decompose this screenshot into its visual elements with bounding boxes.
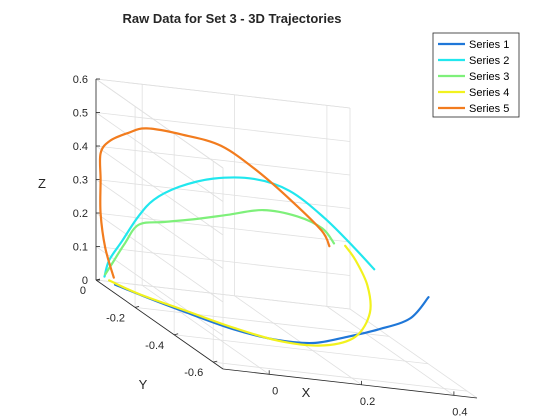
series-line-1 — [113, 283, 430, 345]
x-axis-label: X — [302, 385, 311, 400]
legend-entry-3[interactable]: Series 3 — [469, 71, 509, 83]
chart-title: Raw Data for Set 3 - 3D Trajectories — [123, 11, 342, 26]
grid-edge — [95, 78, 351, 109]
legend-entry-2[interactable]: Series 2 — [469, 55, 509, 67]
grid-line — [95, 145, 351, 176]
series-line-4 — [108, 244, 372, 347]
z-tick-label: 0.2 — [73, 208, 88, 220]
y-tick-label: -0.6 — [184, 367, 203, 379]
z-axis-label: Z — [38, 176, 46, 191]
legend-entry-5[interactable]: Series 5 — [469, 103, 509, 115]
legend-entry-1[interactable]: Series 1 — [469, 39, 509, 51]
tick-labels: 0 0.1 0.2 0.3 0.4 0.5 0.6 0 -0.2 -0.4 -0.6 0 0.2 0.4 — [73, 74, 468, 418]
z-tick-label: 0.6 — [73, 74, 88, 86]
legend[interactable]: Series 1 Series 2 Series 3 Series 4 Series 5 — [432, 32, 520, 118]
grid-line — [174, 334, 429, 365]
series-line-2 — [103, 176, 376, 278]
y-tick-label: -0.4 — [145, 340, 164, 352]
z-tick-label: 0.1 — [73, 242, 88, 254]
y-tick-mark — [174, 333, 179, 336]
y-axis-line — [95, 279, 224, 370]
x-tick-label: 0.4 — [452, 406, 467, 418]
y-tick-mark — [95, 278, 101, 281]
grid-line — [95, 112, 351, 142]
y-axis-label: Y — [139, 377, 148, 392]
grid-line — [95, 179, 224, 269]
grid-line — [141, 284, 270, 375]
grid-edge — [95, 78, 224, 169]
grid-line — [95, 145, 224, 236]
z-tick-label: 0.3 — [73, 175, 88, 187]
grid-line — [135, 306, 390, 337]
grid-line — [95, 246, 224, 336]
grid-edge — [349, 308, 478, 399]
series-line-5 — [98, 127, 331, 279]
x-axis-line — [222, 368, 478, 399]
grid-line — [213, 361, 468, 392]
legend-entry-4[interactable]: Series 4 — [469, 87, 509, 99]
x-tick-label: 0 — [272, 385, 278, 397]
grid-line — [234, 295, 362, 386]
y-tick-label: 0 — [80, 285, 86, 297]
y-tick-mark — [134, 305, 140, 308]
plot-area — [98, 127, 430, 347]
z-tick-label: 0.4 — [73, 141, 88, 153]
grid-line — [326, 306, 455, 396]
z-tick-label: 0 — [82, 275, 88, 287]
series-line-3 — [104, 208, 336, 276]
z-tick-label: 0.5 — [73, 108, 88, 120]
grid-line — [95, 212, 224, 303]
y-tick-label: -0.2 — [106, 312, 125, 324]
grid-line — [95, 112, 224, 202]
x-tick-label: 0.2 — [360, 396, 375, 408]
y-tick-mark — [213, 360, 218, 363]
